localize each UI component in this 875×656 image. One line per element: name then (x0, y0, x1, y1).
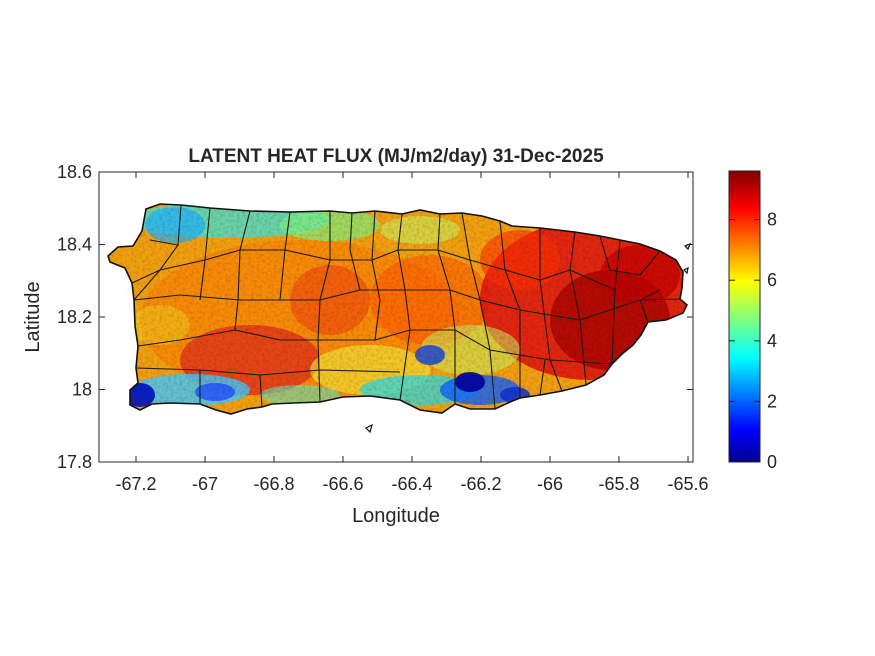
x-tick-label: -65.8 (598, 474, 639, 494)
y-tick-label: 18.4 (57, 235, 92, 255)
x-tick-label: -66.8 (253, 474, 294, 494)
heatmap-field (108, 204, 687, 414)
x-tick-label: -66.4 (391, 474, 432, 494)
colorbar-tick-label: 8 (767, 210, 777, 230)
colorbar-tick-labels: 0 2 4 6 8 (767, 210, 777, 472)
x-tick-labels: -67.2 -67 -66.8 -66.6 -66.4 -66.2 -66 -6… (115, 474, 708, 494)
y-tick-label: 18.6 (57, 162, 92, 182)
colorbar-tick-label: 4 (767, 331, 777, 351)
colorbar-tick-label: 6 (767, 270, 777, 290)
x-tick-label: -66 (537, 474, 563, 494)
colorbar-tick-label: 0 (767, 452, 777, 472)
x-tick-label: -65.6 (667, 474, 708, 494)
x-tick-label: -67.2 (115, 474, 156, 494)
y-tick-label: 18.2 (57, 307, 92, 327)
colorbar (728, 170, 761, 463)
municipality-boundaries (131, 204, 681, 410)
colorbar-ticks (729, 219, 760, 463)
x-tick-label: -66.2 (460, 474, 501, 494)
x-axis (135, 172, 689, 462)
x-axis-label: Longitude (352, 505, 440, 527)
chart-title: LATENT HEAT FLUX (MJ/m2/day) 31-Dec-2025 (188, 146, 604, 167)
y-tick-label: 18 (72, 380, 92, 400)
colorbar-tick-label: 2 (767, 391, 777, 411)
y-tick-label: 17.8 (57, 452, 92, 472)
y-axis-label: Latitude (22, 281, 44, 352)
x-tick-label: -66.6 (322, 474, 363, 494)
x-tick-label: -67 (192, 474, 218, 494)
y-tick-labels: 18.6 18.4 18.2 18 17.8 (57, 162, 92, 472)
